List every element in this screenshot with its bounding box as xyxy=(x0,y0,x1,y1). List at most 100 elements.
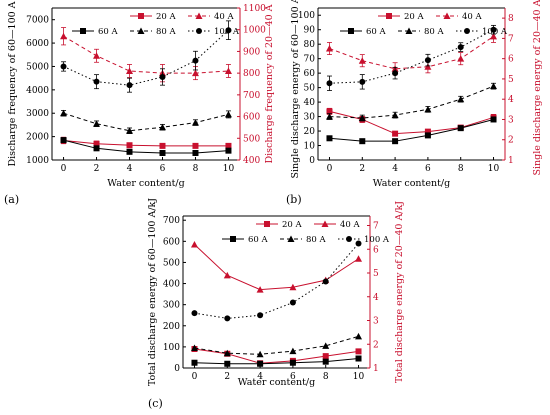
legend-entry-label: 60 A xyxy=(366,27,387,37)
series-line xyxy=(329,110,494,135)
legend-entry-label: 80 A xyxy=(156,27,177,37)
y-left-tick-label: 500 xyxy=(163,258,180,268)
x-tick-label: 0 xyxy=(61,164,67,174)
data-point xyxy=(322,278,329,285)
y-right-tick-label: 8 xyxy=(508,14,514,24)
y-left-tick-label: 400 xyxy=(163,280,180,290)
data-point xyxy=(457,95,465,103)
series-line xyxy=(329,29,494,84)
data-point xyxy=(223,349,231,357)
series-20a xyxy=(326,107,497,137)
data-point xyxy=(190,241,198,248)
series-40a xyxy=(60,27,232,83)
data-point xyxy=(60,137,67,144)
legend: 20 A 40 A 60 A 80 A 100 A xyxy=(72,12,240,37)
series-80a xyxy=(60,109,232,134)
data-point xyxy=(126,67,134,74)
legend-entry-label: 20 A xyxy=(156,12,177,22)
data-point xyxy=(289,347,297,355)
data-point xyxy=(322,353,329,360)
y-left-tick-label: 90 xyxy=(304,26,316,36)
data-point xyxy=(192,57,199,64)
legend-swatch-marker xyxy=(386,13,392,19)
y-left-tick-label: 2000 xyxy=(26,133,49,143)
series-100a xyxy=(191,240,362,322)
y-left-tick-label: 700 xyxy=(163,216,180,226)
y-left-tick-label: 4000 xyxy=(26,86,49,96)
data-point xyxy=(191,359,198,366)
y-right-tick-label: 7 xyxy=(508,34,514,44)
x-tick-label: 10 xyxy=(223,164,235,174)
y-right-tick-label: 4 xyxy=(508,95,514,105)
data-point xyxy=(223,271,231,279)
data-point xyxy=(325,45,333,52)
data-point xyxy=(60,63,67,70)
data-point xyxy=(191,310,198,317)
y-left-tick-label: 600 xyxy=(163,237,180,247)
x-tick-label: 0 xyxy=(192,372,198,382)
data-point xyxy=(93,120,101,127)
legend-swatch-marker xyxy=(346,236,352,242)
x-tick-label: 0 xyxy=(327,164,333,174)
series-40a xyxy=(325,29,498,76)
x-axis-title: Water content/g xyxy=(373,178,450,189)
data-point xyxy=(126,82,133,89)
data-point xyxy=(224,315,231,322)
y-right-tick-label: 2 xyxy=(508,136,514,146)
y-left-tick-label: 100 xyxy=(163,343,180,353)
data-point xyxy=(355,348,362,355)
legend-swatch-marker xyxy=(137,27,145,34)
data-point xyxy=(392,130,399,137)
y-right-tick-label: 6 xyxy=(508,55,514,65)
panel-label: (c) xyxy=(148,397,163,410)
y-left-tick-label: 70 xyxy=(304,55,316,65)
y-left-tick-label: 60 xyxy=(304,69,316,79)
data-point xyxy=(225,147,232,154)
series-line xyxy=(63,35,229,74)
y-left-tick-label: 10 xyxy=(304,142,316,152)
y-left-tick-label: 200 xyxy=(163,322,180,332)
y-right-tick-label: 1 xyxy=(508,156,514,166)
y-left-tick-label: 300 xyxy=(163,301,180,311)
legend-entry-label: 60 A xyxy=(248,235,269,245)
y-left-tick-label: 30 xyxy=(304,113,316,123)
data-point xyxy=(191,69,199,77)
legend-swatch-marker xyxy=(405,27,413,34)
data-point xyxy=(358,57,366,64)
data-point xyxy=(159,73,166,80)
data-point xyxy=(391,111,399,119)
y-left-tick-label: 40 xyxy=(304,98,316,108)
legend-entry-label: 80 A xyxy=(306,235,327,245)
x-tick-label: 8 xyxy=(323,372,329,382)
data-point xyxy=(289,299,296,306)
legend-entry-label: 60 A xyxy=(98,27,119,37)
series-100a xyxy=(326,24,497,91)
x-tick-label: 4 xyxy=(392,164,398,174)
legend-swatch-marker xyxy=(196,28,202,34)
x-axis-title: Water content/g xyxy=(107,178,184,189)
y-right-tick-label: 6 xyxy=(373,245,379,255)
legend-swatch-marker xyxy=(230,236,236,242)
legend-entry-label: 40 A xyxy=(214,12,235,22)
series-line xyxy=(63,139,229,154)
series-40a xyxy=(190,241,363,293)
data-point xyxy=(93,78,100,85)
legend-entry-label: 100 A xyxy=(214,27,240,37)
x-tick-label: 4 xyxy=(257,372,263,382)
x-tick-label: 6 xyxy=(290,372,296,382)
legend: 20 A 40 A 60 A 80 A 100 A xyxy=(222,220,390,245)
y-left-tick-label: 0 xyxy=(174,364,180,374)
x-tick-label: 4 xyxy=(127,164,133,174)
data-point xyxy=(325,113,333,120)
legend-swatch-marker xyxy=(464,28,470,34)
data-point xyxy=(257,360,264,367)
series-line xyxy=(329,118,494,142)
x-tick-label: 10 xyxy=(488,164,500,174)
data-point xyxy=(190,344,198,351)
y-right-tick-label: 1000 xyxy=(243,26,266,36)
x-tick-label: 6 xyxy=(160,164,166,174)
legend-swatch-marker xyxy=(80,28,86,34)
legend-swatch-marker xyxy=(321,220,329,227)
data-point xyxy=(326,135,333,142)
data-point xyxy=(490,26,497,33)
